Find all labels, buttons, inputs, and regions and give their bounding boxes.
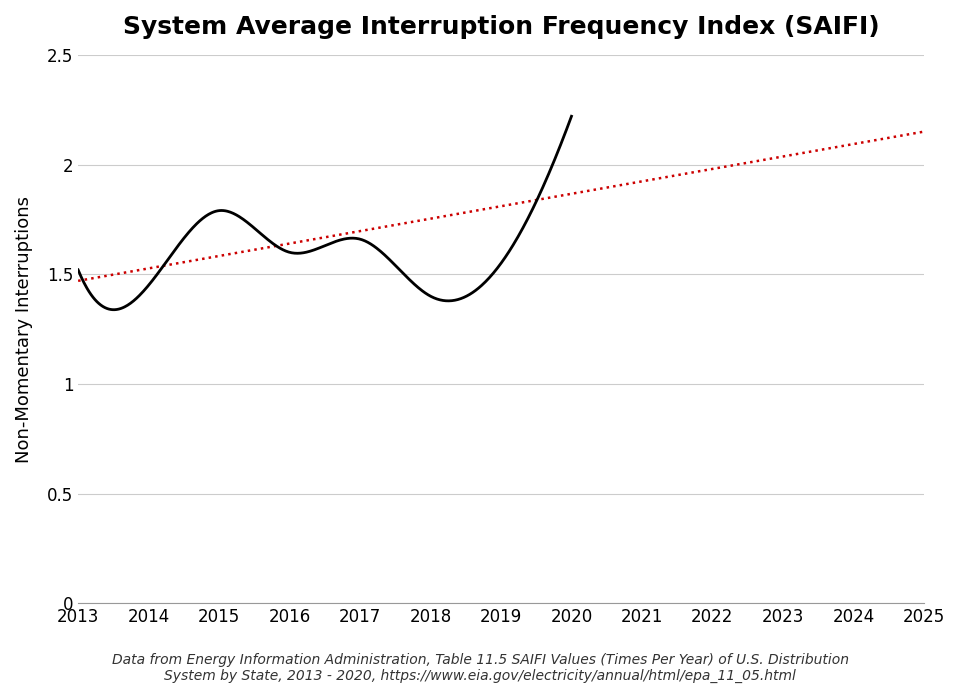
Y-axis label: Non-Momentary Interruptions: Non-Momentary Interruptions: [15, 196, 33, 463]
Text: Data from Energy Information Administration, Table 11.5 SAIFI Values (Times Per : Data from Energy Information Administrat…: [111, 652, 849, 683]
Title: System Average Interruption Frequency Index (SAIFI): System Average Interruption Frequency In…: [123, 15, 879, 39]
